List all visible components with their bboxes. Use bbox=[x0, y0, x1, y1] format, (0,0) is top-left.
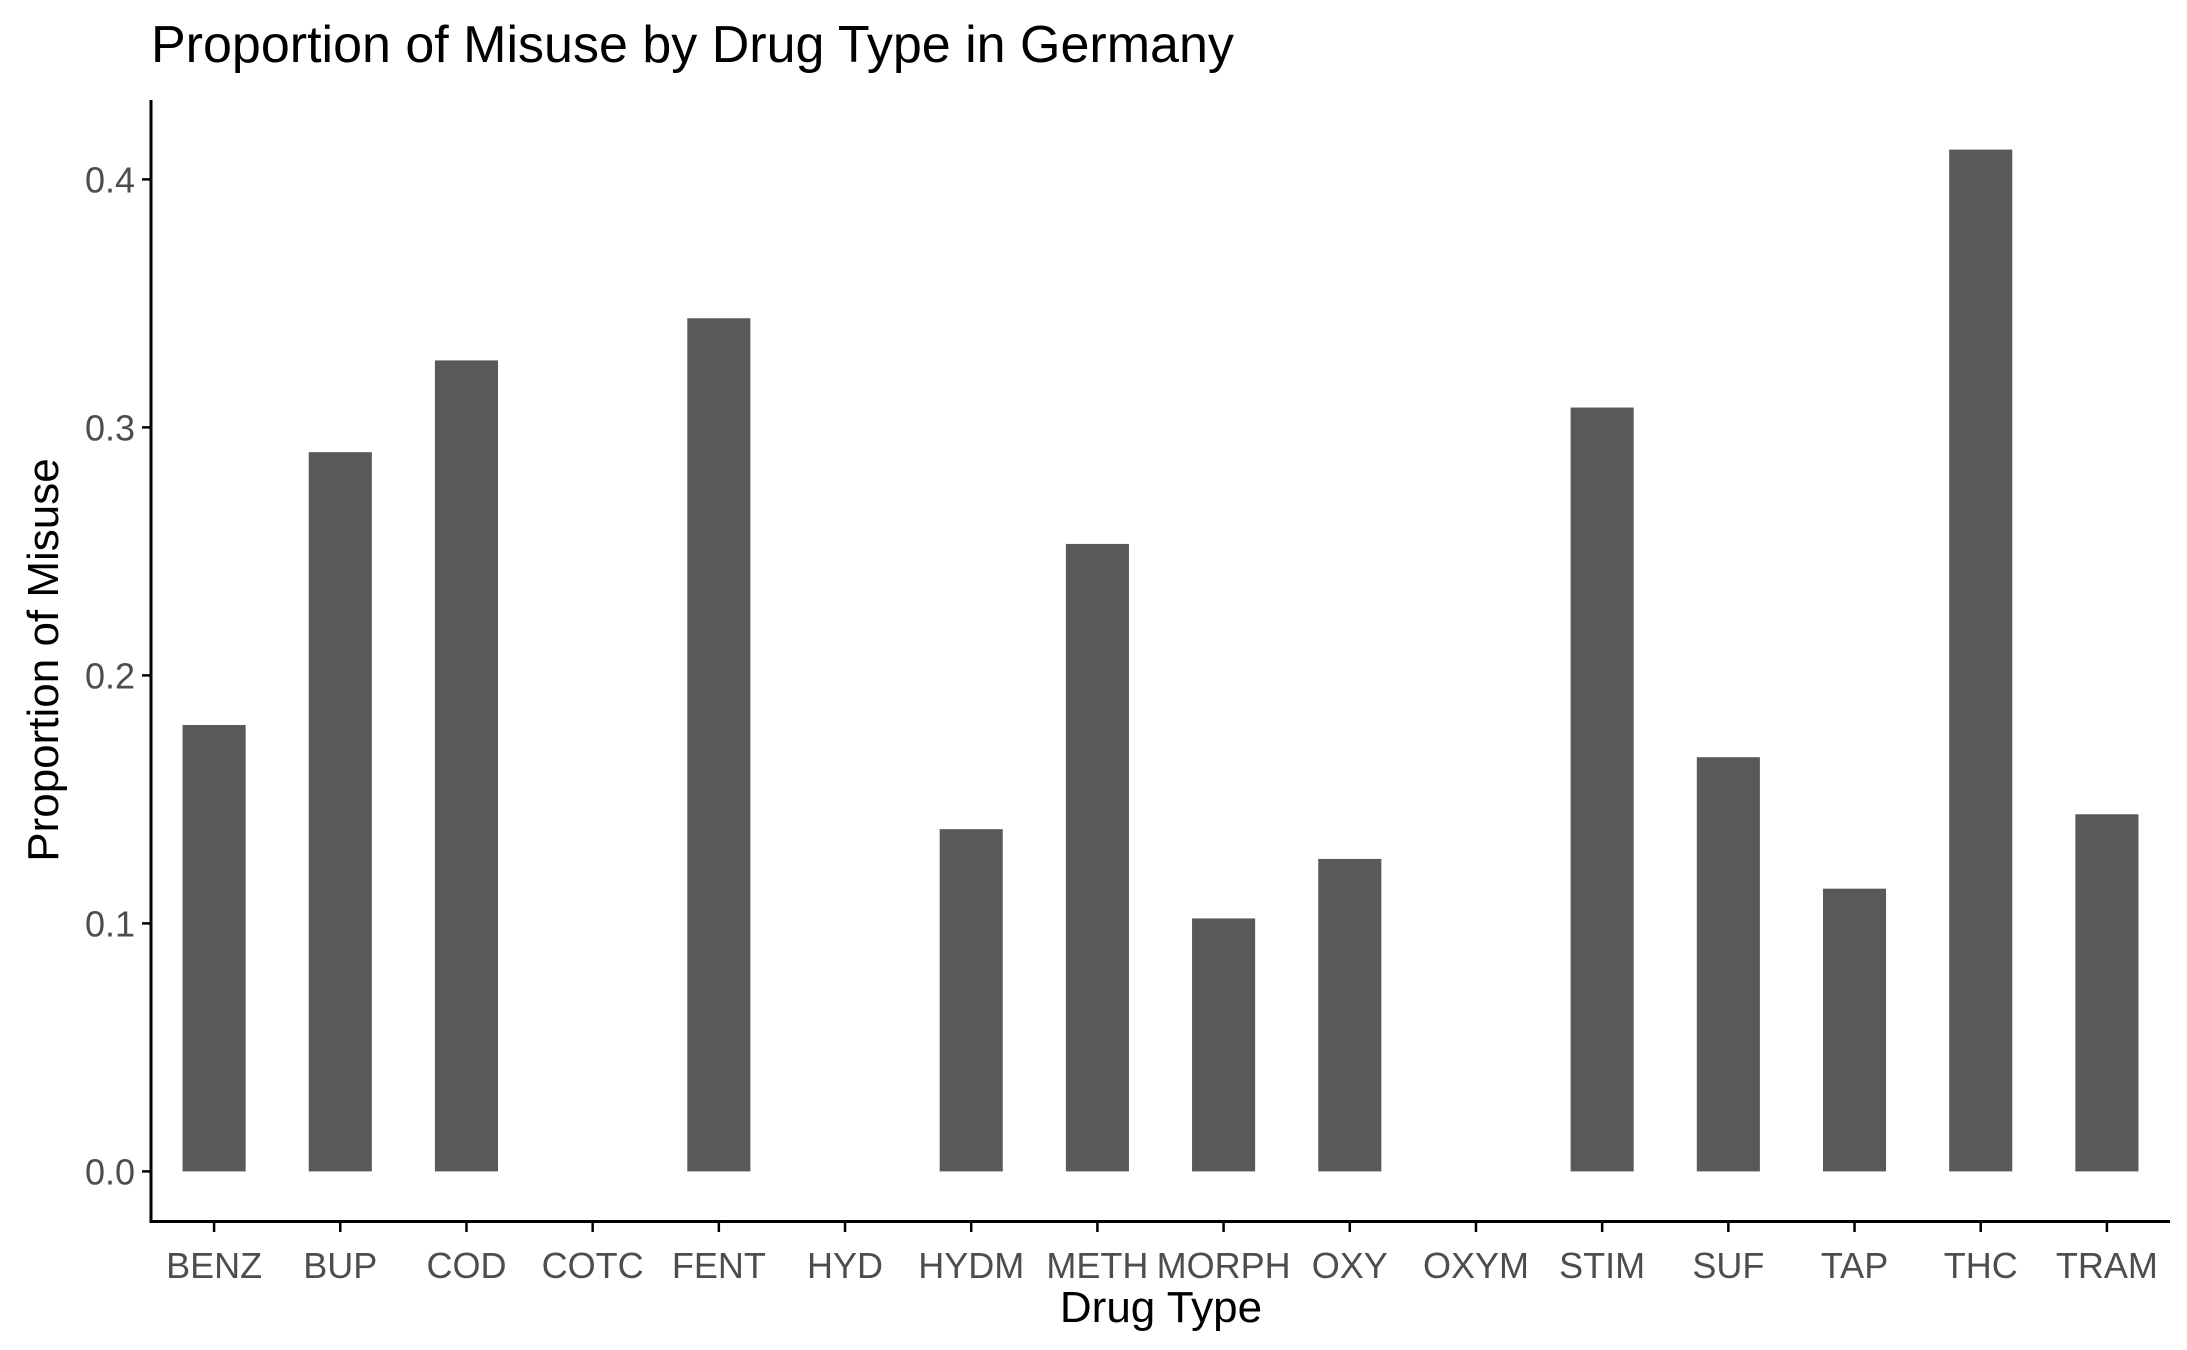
x-tick-label-stim: STIM bbox=[1559, 1245, 1645, 1286]
x-tick-label-suf: SUF bbox=[1692, 1245, 1764, 1286]
y-tick-label: 0.1 bbox=[85, 903, 135, 944]
y-axis-title: Proportion of Misuse bbox=[19, 458, 68, 862]
bar-bup bbox=[308, 452, 372, 1172]
bar-tram bbox=[2075, 814, 2139, 1172]
y-tick-label: 0.0 bbox=[85, 1151, 135, 1192]
x-axis-title: Drug Type bbox=[1060, 1283, 1262, 1332]
x-axis-ticks: BENZ BUP COD COTC FENT HYD HYDM METH MORPH OXY OXY… bbox=[166, 1222, 2158, 1286]
y-tick-label: 0.3 bbox=[85, 407, 135, 448]
bar-hydm bbox=[939, 829, 1003, 1172]
x-tick-label-morph: MORPH bbox=[1157, 1245, 1291, 1286]
x-tick-label-tram: TRAM bbox=[2056, 1245, 2158, 1286]
x-tick-label-meth: METH bbox=[1046, 1245, 1148, 1286]
bars-group bbox=[182, 149, 2139, 1172]
y-axis-ticks: 0.0 0.1 0.2 0.3 0.4 bbox=[85, 159, 151, 1192]
x-tick-label-hydm: HYDM bbox=[918, 1245, 1024, 1286]
x-tick-label-bup: BUP bbox=[303, 1245, 377, 1286]
x-tick-label-hyd: HYD bbox=[807, 1245, 883, 1286]
bar-tap bbox=[1822, 888, 1887, 1172]
x-tick-label-thc: THC bbox=[1944, 1245, 2018, 1286]
x-tick-label-cod: COD bbox=[426, 1245, 506, 1286]
bar-cod bbox=[434, 360, 499, 1172]
bar-fent bbox=[687, 318, 751, 1172]
x-tick-label-cotc: COTC bbox=[542, 1245, 644, 1286]
bar-stim bbox=[1570, 407, 1634, 1172]
chart-title: Proportion of Misuse by Drug Type in Ger… bbox=[151, 16, 1234, 74]
x-tick-label-oxym: OXYM bbox=[1423, 1245, 1529, 1286]
x-tick-label-oxy: OXY bbox=[1312, 1245, 1388, 1286]
bar-suf bbox=[1696, 757, 1760, 1172]
x-tick-label-tap: TAP bbox=[1821, 1245, 1888, 1286]
y-tick-label: 0.4 bbox=[85, 159, 135, 200]
x-tick-label-benz: BENZ bbox=[166, 1245, 262, 1286]
x-tick-label-fent: FENT bbox=[672, 1245, 766, 1286]
bar-thc bbox=[1949, 149, 2013, 1172]
bar-benz bbox=[182, 724, 246, 1172]
y-tick-label: 0.2 bbox=[85, 655, 135, 696]
bar-oxy bbox=[1318, 858, 1382, 1172]
bar-meth bbox=[1065, 543, 1129, 1172]
bar-morph bbox=[1192, 918, 1256, 1172]
